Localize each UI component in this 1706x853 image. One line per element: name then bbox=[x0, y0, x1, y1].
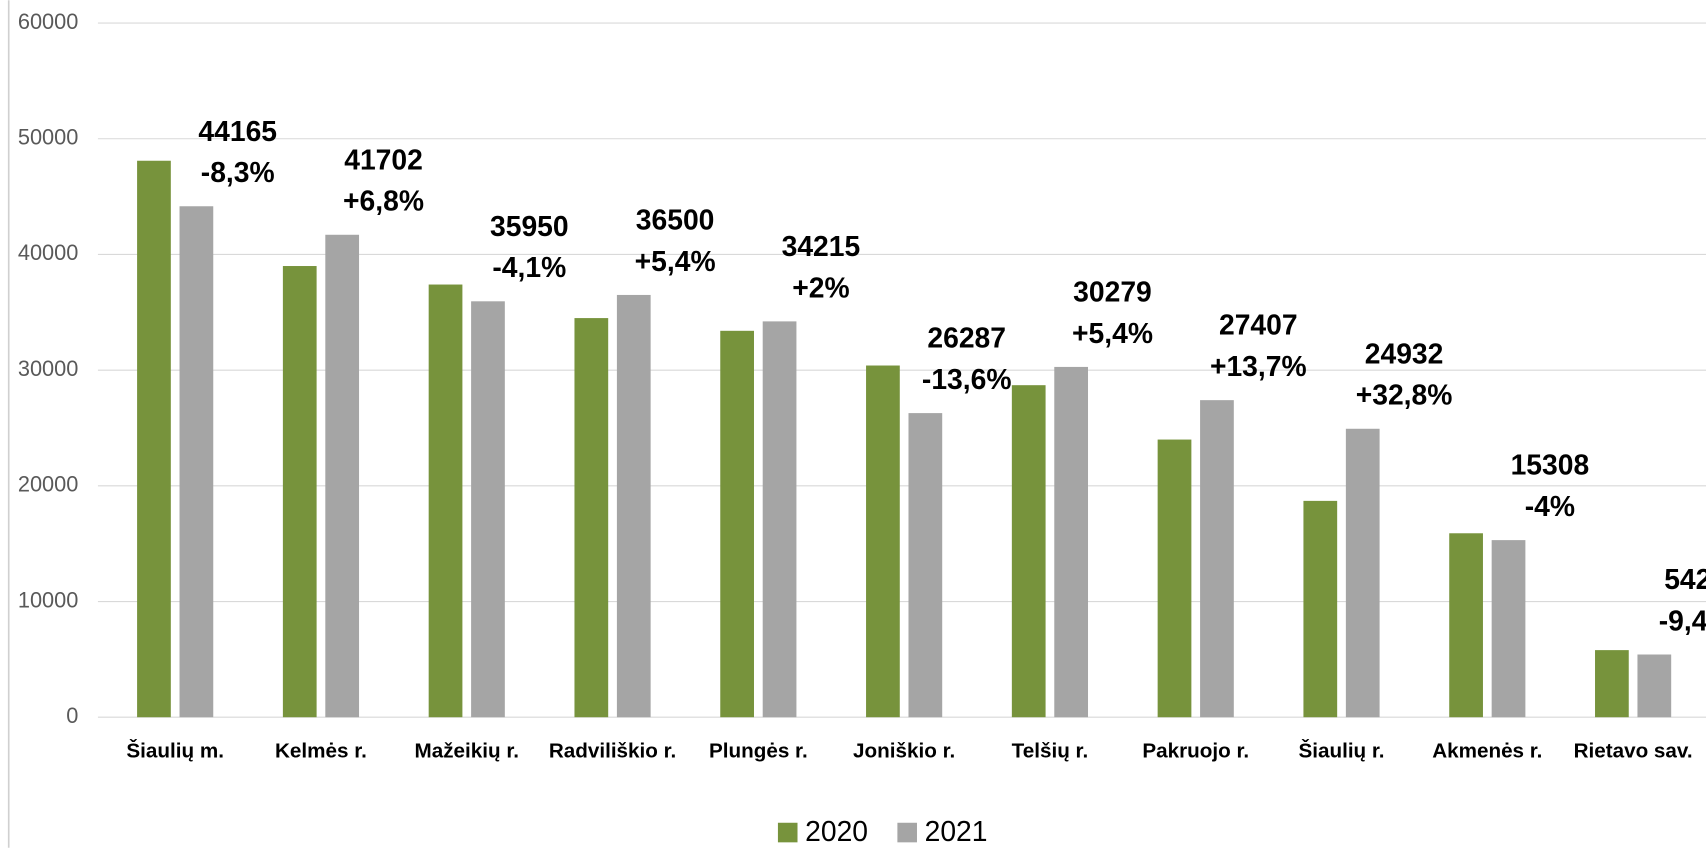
data-label: 41702 bbox=[344, 143, 423, 175]
data-label: 15308 bbox=[1511, 449, 1590, 481]
bar bbox=[471, 301, 505, 718]
data-label: 27407 bbox=[1219, 309, 1298, 341]
change-label: +13,7% bbox=[1210, 350, 1307, 382]
x-tick-label: Telšių r. bbox=[1012, 739, 1089, 762]
data-label: 35950 bbox=[490, 210, 569, 242]
x-tick-label: Šiaulių m. bbox=[126, 738, 224, 762]
bar bbox=[325, 234, 360, 718]
x-tick-label: Radviliškio r. bbox=[549, 739, 676, 762]
bar bbox=[1637, 654, 1672, 718]
x-tick-label: Šiaulių r. bbox=[1298, 738, 1384, 762]
bar bbox=[1011, 385, 1046, 718]
data-label: 44165 bbox=[198, 115, 277, 147]
bar bbox=[1303, 500, 1338, 718]
bar bbox=[866, 365, 900, 718]
legend-label: 2021 bbox=[925, 815, 988, 847]
x-tick-label: Kelmės r. bbox=[275, 739, 367, 762]
bar bbox=[137, 160, 171, 718]
x-tick-label: Plungės r. bbox=[709, 739, 808, 762]
bar bbox=[1449, 533, 1483, 718]
data-label: 30279 bbox=[1073, 275, 1152, 307]
bar bbox=[574, 318, 609, 718]
x-tick-label: Mažeikių r. bbox=[415, 739, 519, 762]
x-tick-label: Pakruojo r. bbox=[1142, 739, 1249, 762]
data-label: 34215 bbox=[782, 230, 861, 262]
change-label: +32,8% bbox=[1356, 379, 1453, 411]
data-label: 5421 bbox=[1664, 563, 1706, 595]
y-tick-label: 60000 bbox=[18, 9, 78, 34]
bar bbox=[720, 330, 754, 718]
legend-label: 2020 bbox=[805, 815, 868, 847]
y-tick-label: 50000 bbox=[18, 125, 78, 150]
change-label: +5,4% bbox=[1072, 317, 1153, 349]
data-label: 26287 bbox=[927, 322, 1006, 354]
change-label: -13,6% bbox=[922, 363, 1012, 395]
data-label: 24932 bbox=[1365, 337, 1444, 369]
change-label: -4,1% bbox=[492, 251, 566, 283]
bar bbox=[1595, 650, 1629, 718]
legend-swatch bbox=[897, 822, 917, 843]
y-tick-label: 30000 bbox=[18, 356, 78, 381]
bar bbox=[908, 413, 943, 718]
y-tick-label: 0 bbox=[66, 703, 78, 728]
bar bbox=[1345, 428, 1380, 718]
change-label: +6,8% bbox=[343, 185, 424, 217]
y-tick-label: 40000 bbox=[18, 240, 78, 265]
bar bbox=[1200, 400, 1234, 718]
y-tick-label: 20000 bbox=[18, 472, 78, 497]
y-tick-label: 10000 bbox=[18, 587, 78, 612]
bar bbox=[179, 206, 214, 718]
x-tick-label: Akmenės r. bbox=[1432, 739, 1542, 762]
bar bbox=[1491, 540, 1526, 718]
change-label: +2% bbox=[792, 271, 849, 303]
change-label: -9,4% bbox=[1659, 604, 1706, 636]
change-label: +5,4% bbox=[635, 245, 716, 277]
bar bbox=[428, 284, 463, 718]
bar bbox=[762, 321, 797, 718]
x-tick-label: Joniškio r. bbox=[853, 739, 955, 762]
change-label: -4% bbox=[1525, 490, 1575, 522]
bar bbox=[1157, 439, 1192, 718]
bar bbox=[616, 294, 651, 718]
data-label: 36500 bbox=[636, 204, 715, 236]
change-label: -8,3% bbox=[201, 156, 275, 188]
legend-swatch bbox=[777, 822, 798, 843]
bar bbox=[282, 266, 317, 718]
x-tick-label: Rietavo sav. bbox=[1574, 739, 1693, 762]
bar bbox=[1054, 366, 1089, 718]
